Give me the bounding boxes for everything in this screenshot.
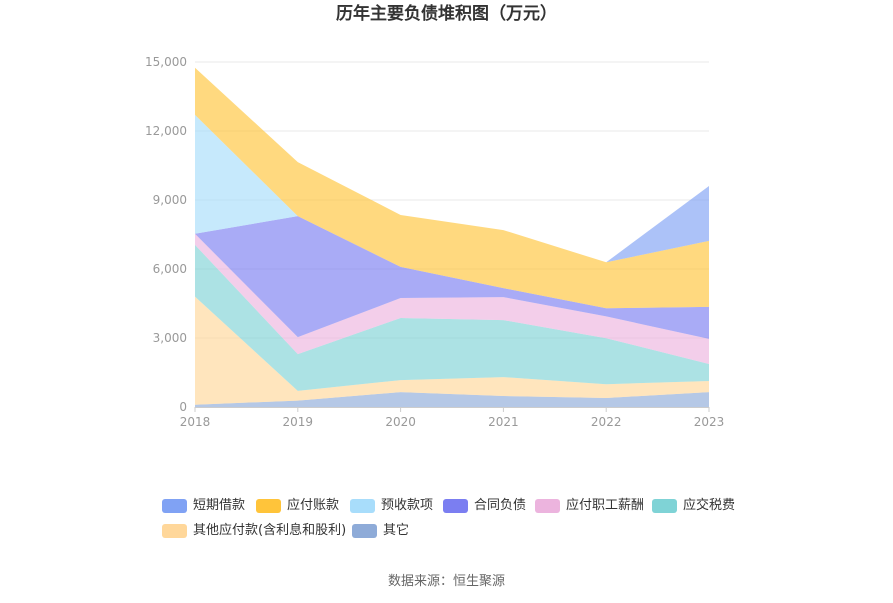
chart-title: 历年主要负债堆积图（万元）	[336, 4, 557, 24]
legend-swatch	[350, 499, 375, 513]
y-tick-label: 6,000	[153, 262, 187, 276]
stacked-area-6	[195, 296, 709, 405]
y-tick-label: 0	[179, 400, 187, 414]
x-tick-label: 2021	[488, 415, 519, 429]
legend-item-5[interactable]: 应交税费	[652, 498, 735, 514]
legend-swatch	[535, 499, 560, 513]
stacked-area-4	[195, 233, 709, 364]
legend-label: 应交税费	[683, 498, 736, 513]
legend-item-1[interactable]: 应付账款	[256, 498, 339, 514]
x-tick-label: 2023	[694, 415, 725, 429]
legend-item-6[interactable]: 其他应付款(含利息和股利)	[162, 523, 346, 539]
x-tick-label: 2020	[385, 415, 416, 429]
legend-label: 应付账款	[287, 498, 340, 513]
legend-item-0[interactable]: 短期借款	[162, 498, 245, 514]
legend-label: 预收款项	[381, 498, 434, 513]
legend-swatch	[162, 524, 187, 538]
x-tick-label: 2019	[283, 415, 314, 429]
legend-swatch	[162, 499, 187, 513]
legend-label: 短期借款	[193, 498, 246, 513]
legend-item-3[interactable]: 合同负债	[443, 498, 526, 514]
legend-label: 应付职工薪酬	[566, 498, 645, 513]
data-source-note: 数据来源：恒生聚源	[387, 574, 505, 589]
x-tick-label: 2018	[180, 415, 211, 429]
x-tick-label: 2022	[591, 415, 622, 429]
stacked-area-7	[195, 392, 709, 407]
legend-item-4[interactable]: 应付职工薪酬	[535, 498, 644, 514]
y-tick-label: 3,000	[153, 331, 187, 345]
y-tick-label: 12,000	[145, 124, 187, 138]
legend-label: 其它	[383, 523, 410, 538]
stacked-area-1	[195, 67, 709, 309]
legend-label: 合同负债	[474, 498, 527, 513]
legend-label: 其他应付款(含利息和股利)	[193, 523, 347, 538]
stacked-area-5	[195, 244, 709, 391]
legend-item-7[interactable]: 其它	[352, 523, 409, 539]
stacked-area-0	[195, 67, 709, 263]
legend-swatch	[443, 499, 468, 513]
legend-swatch	[652, 499, 677, 513]
y-tick-label: 9,000	[153, 193, 187, 207]
stacked-area-chart: 0 3,000 6,000 9,000 12,000 15,000 2018 2019 2020…	[145, 55, 725, 429]
legend-swatch	[256, 499, 281, 513]
y-tick-label: 15,000	[145, 55, 187, 69]
legend-item-2[interactable]: 预收款项	[350, 498, 433, 514]
legend-swatch	[352, 524, 377, 538]
